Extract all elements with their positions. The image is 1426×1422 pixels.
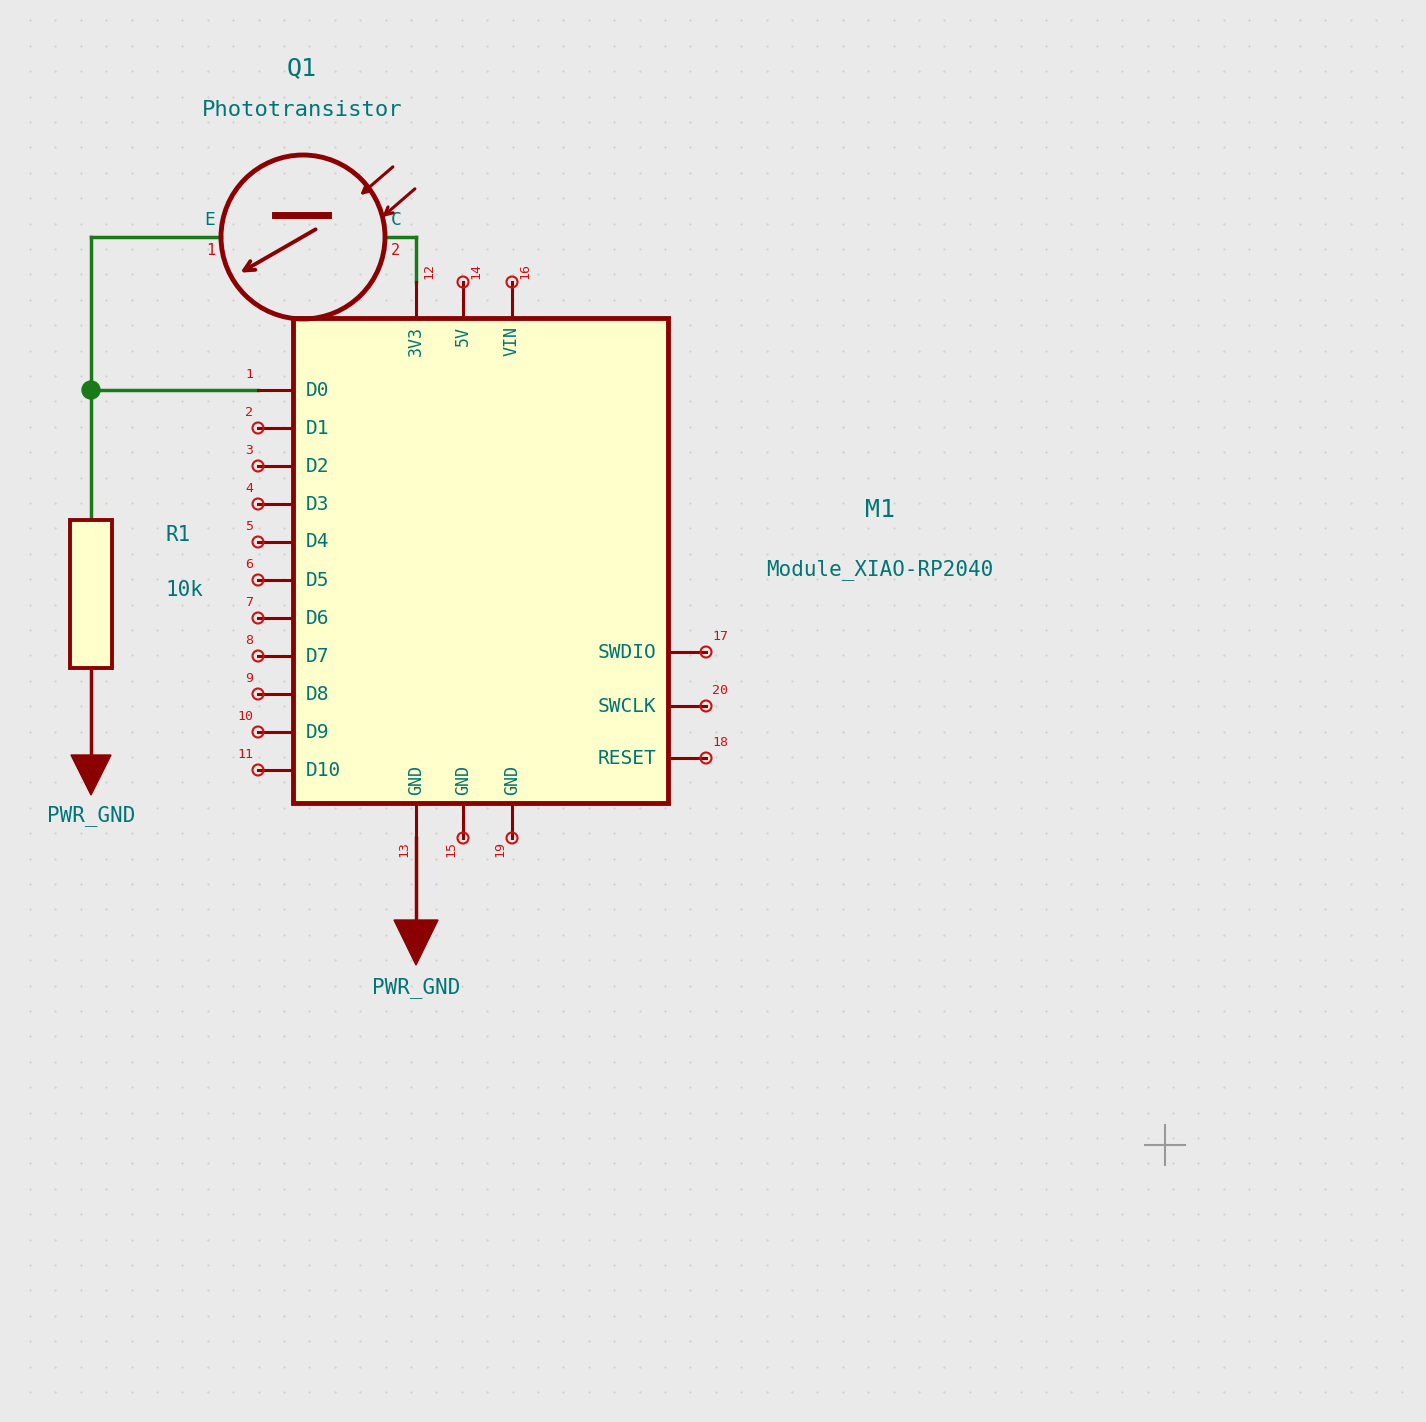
Text: SWCLK: SWCLK — [597, 697, 656, 715]
Text: 1: 1 — [205, 243, 215, 257]
Text: 19: 19 — [493, 840, 506, 857]
Text: VIN: VIN — [503, 326, 520, 356]
Text: 14: 14 — [469, 263, 482, 279]
Text: 2: 2 — [391, 243, 401, 257]
Polygon shape — [394, 920, 438, 966]
Text: 7: 7 — [245, 596, 252, 609]
Text: E: E — [204, 210, 215, 229]
Text: 1: 1 — [245, 368, 252, 381]
Text: Module_XIAO-RP2040: Module_XIAO-RP2040 — [766, 559, 994, 580]
Text: C: C — [391, 210, 402, 229]
Text: D7: D7 — [307, 647, 329, 665]
Text: M1: M1 — [866, 498, 896, 522]
Text: Q1: Q1 — [287, 55, 317, 80]
Circle shape — [83, 381, 100, 400]
Text: 3V3: 3V3 — [406, 326, 425, 356]
Text: 3: 3 — [245, 444, 252, 456]
Text: D2: D2 — [307, 456, 329, 475]
Text: D3: D3 — [307, 495, 329, 513]
Text: D9: D9 — [307, 722, 329, 741]
Text: D1: D1 — [307, 418, 329, 438]
Text: R1: R1 — [165, 525, 190, 545]
Text: D10: D10 — [307, 761, 341, 779]
Text: 6: 6 — [245, 557, 252, 572]
Text: 20: 20 — [712, 684, 729, 697]
Text: 13: 13 — [396, 840, 411, 857]
Text: 15: 15 — [443, 840, 456, 857]
Text: 5V: 5V — [453, 326, 472, 346]
Text: SWDIO: SWDIO — [597, 643, 656, 661]
Text: 2: 2 — [245, 407, 252, 419]
Bar — [70, 520, 113, 668]
Text: 10k: 10k — [165, 580, 202, 600]
Text: 8: 8 — [245, 634, 252, 647]
Text: 10: 10 — [237, 710, 252, 722]
Text: PWR_GND: PWR_GND — [47, 805, 135, 826]
Text: D6: D6 — [307, 609, 329, 627]
Text: GND: GND — [503, 765, 520, 795]
Text: D8: D8 — [307, 684, 329, 704]
Text: Phototransistor: Phototransistor — [201, 100, 402, 119]
Text: 4: 4 — [245, 482, 252, 495]
Text: 9: 9 — [245, 673, 252, 685]
Text: GND: GND — [453, 765, 472, 795]
Text: 17: 17 — [712, 630, 729, 643]
Bar — [292, 319, 667, 803]
Text: 16: 16 — [518, 263, 530, 279]
Text: 5: 5 — [245, 520, 252, 533]
Polygon shape — [71, 755, 111, 795]
Text: PWR_GND: PWR_GND — [372, 977, 461, 998]
Text: D5: D5 — [307, 570, 329, 590]
Text: 11: 11 — [237, 748, 252, 761]
Text: D0: D0 — [307, 381, 329, 400]
Text: RESET: RESET — [597, 748, 656, 768]
Text: 12: 12 — [422, 263, 435, 279]
Text: D4: D4 — [307, 532, 329, 552]
Text: 18: 18 — [712, 737, 729, 749]
Text: GND: GND — [406, 765, 425, 795]
